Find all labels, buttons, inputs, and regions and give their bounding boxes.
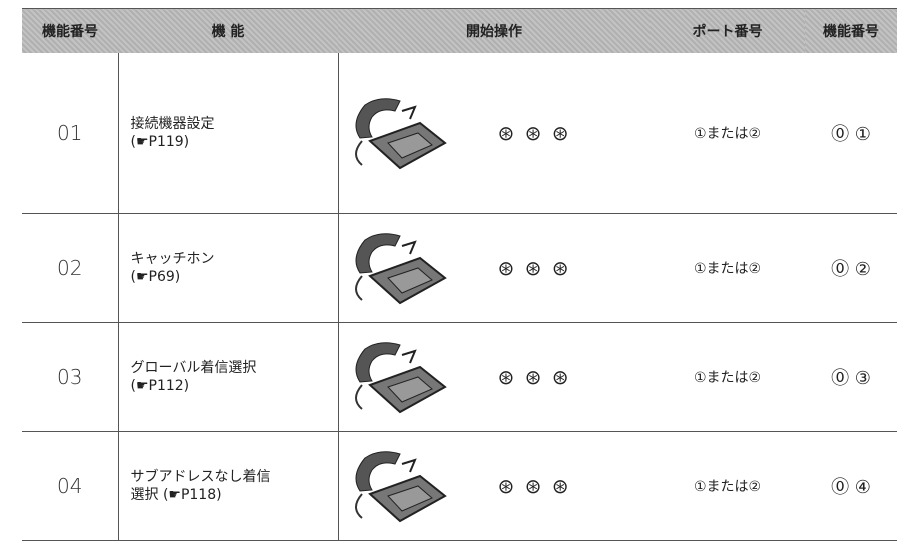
function-table: 機能番号機 能開始操作 ポート番号 機能番号 01 接続機器設定 (☛P119) ⊛ ⊛ …	[22, 8, 897, 541]
row: 02 キャッチホン (☛P69) ⊛ ⊛ ⊛ ①または② ⓪ ②	[22, 213, 897, 323]
operation: ⊛ ⊛ ⊛	[340, 93, 650, 173]
header-row: 機能番号機 能開始操作 ポート番号 機能番号	[22, 8, 897, 53]
key-sequence: ⊛ ⊛ ⊛	[497, 364, 571, 389]
function-code: ⓪ ②	[805, 213, 897, 323]
start-operation: ⊛ ⊛ ⊛	[338, 213, 650, 323]
operation: ⊛ ⊛ ⊛	[340, 446, 650, 526]
function-code: ⓪ ①	[805, 53, 897, 214]
name-line: (☛P112)	[130, 377, 190, 394]
table: 機能番号機 能開始操作 ポート番号 機能番号 01 接続機器設定 (☛P119) ⊛ ⊛ …	[22, 8, 897, 541]
function-name: キャッチホン (☛P69)	[118, 213, 339, 323]
name-line: グローバル着信選択	[130, 359, 257, 376]
start-operation: ⊛ ⊛ ⊛	[338, 322, 650, 432]
function-number: 03	[22, 322, 119, 432]
function-code: ⓪ ③	[805, 322, 897, 432]
phone-icon	[354, 232, 447, 304]
operation: ⊛ ⊛ ⊛	[340, 337, 650, 417]
key-sequence: ⊛ ⊛ ⊛	[497, 120, 571, 145]
start-operation: ⊛ ⊛ ⊛	[338, 431, 650, 541]
function-name: グローバル着信選択 (☛P112)	[118, 322, 339, 432]
port-number: ①または②	[650, 53, 805, 214]
function-code: ⓪ ④	[805, 431, 897, 541]
phone-icon	[354, 98, 447, 169]
row: 01 接続機器設定 (☛P119) ⊛ ⊛ ⊛ ①または② ⓪ ①	[22, 53, 897, 214]
function-number: 01	[22, 53, 119, 214]
header-cell: 開始操作	[338, 8, 650, 53]
name-line: キャッチホン	[130, 250, 215, 267]
header-cell: ポート番号	[650, 8, 805, 53]
header-cell: 機能番号	[805, 8, 897, 53]
start-operation: ⊛ ⊛ ⊛	[338, 53, 650, 214]
name-line: 選択 (☛P118)	[130, 486, 222, 503]
function-number: 02	[22, 213, 119, 323]
phone-icon	[354, 341, 447, 413]
header-cell: 機能番号	[22, 8, 118, 53]
phone-icon	[354, 450, 447, 522]
port-number: ①または②	[650, 431, 805, 541]
name-line: サブアドレスなし着信	[130, 468, 271, 485]
name-line: (☛P119)	[130, 133, 190, 150]
operation: ⊛ ⊛ ⊛	[340, 228, 650, 308]
name-line: (☛P69)	[130, 268, 181, 285]
function-name: サブアドレスなし着信 選択 (☛P118)	[118, 431, 339, 541]
port-number: ①または②	[650, 213, 805, 323]
function-number: 04	[22, 431, 119, 541]
key-sequence: ⊛ ⊛ ⊛	[497, 473, 571, 498]
name-line: 接続機器設定	[130, 115, 215, 132]
function-name: 接続機器設定 (☛P119)	[118, 53, 339, 214]
header-cell: 機 能	[118, 8, 338, 53]
row: 03 グローバル着信選択 (☛P112) ⊛ ⊛ ⊛ ①または② ⓪ ③	[22, 322, 897, 432]
port-number: ①または②	[650, 322, 805, 432]
row: 04 サブアドレスなし着信 選択 (☛P118) ⊛ ⊛ ⊛ ①または② ⓪ ④	[22, 431, 897, 541]
key-sequence: ⊛ ⊛ ⊛	[497, 255, 571, 280]
